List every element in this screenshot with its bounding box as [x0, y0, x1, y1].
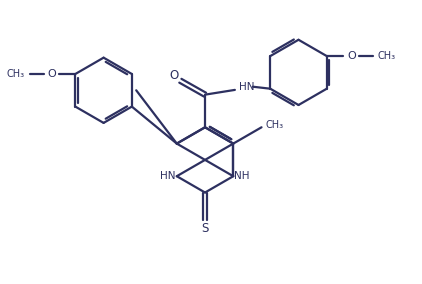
Text: S: S	[201, 222, 209, 235]
Text: NH: NH	[234, 171, 250, 181]
Text: O: O	[170, 70, 179, 82]
Text: CH₃: CH₃	[7, 69, 25, 79]
Text: CH₃: CH₃	[377, 51, 395, 61]
Text: HN: HN	[160, 171, 176, 181]
Text: HN: HN	[239, 82, 254, 92]
Text: O: O	[47, 69, 56, 79]
Text: CH₃: CH₃	[265, 120, 283, 130]
Text: O: O	[347, 51, 356, 61]
